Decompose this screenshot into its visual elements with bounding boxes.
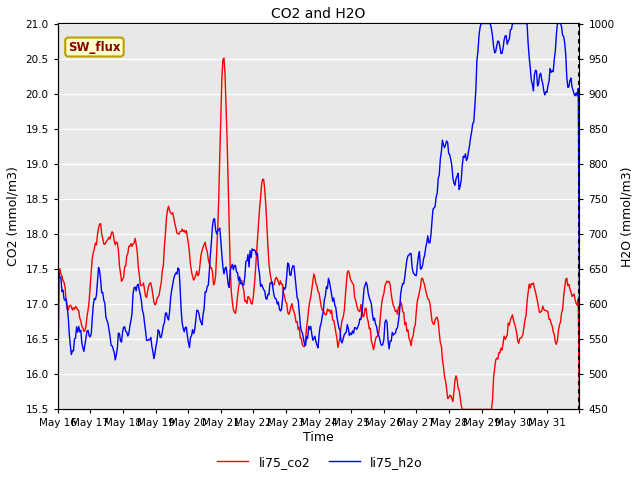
li75_h2o xyxy=(54,407,61,412)
Y-axis label: CO2 (mmol/m3): CO2 (mmol/m3) xyxy=(7,167,20,266)
li75_h2o xyxy=(477,21,485,26)
Line: li75_h2o: li75_h2o xyxy=(58,24,579,409)
Y-axis label: H2O (mmol/m3): H2O (mmol/m3) xyxy=(620,166,633,267)
li75_co2 xyxy=(303,324,310,330)
li75_co2 xyxy=(575,407,583,412)
li75_co2 xyxy=(306,299,314,305)
li75_h2o xyxy=(336,327,344,333)
li75_co2 xyxy=(365,326,373,332)
li75_co2 xyxy=(483,407,490,412)
li75_h2o xyxy=(364,290,372,296)
li75_h2o xyxy=(301,343,309,348)
Text: SW_flux: SW_flux xyxy=(68,40,121,53)
X-axis label: Time: Time xyxy=(303,431,334,444)
li75_co2 xyxy=(220,55,228,61)
li75_h2o xyxy=(564,84,572,90)
li75_h2o xyxy=(483,21,490,26)
li75_h2o xyxy=(305,324,312,329)
li75_co2 xyxy=(564,283,572,288)
li75_co2 xyxy=(54,407,61,412)
Title: CO2 and H2O: CO2 and H2O xyxy=(271,7,365,21)
Line: li75_co2: li75_co2 xyxy=(58,58,579,409)
li75_h2o xyxy=(575,301,583,307)
li75_co2 xyxy=(337,324,345,330)
Legend: li75_co2, li75_h2o: li75_co2, li75_h2o xyxy=(212,451,428,474)
